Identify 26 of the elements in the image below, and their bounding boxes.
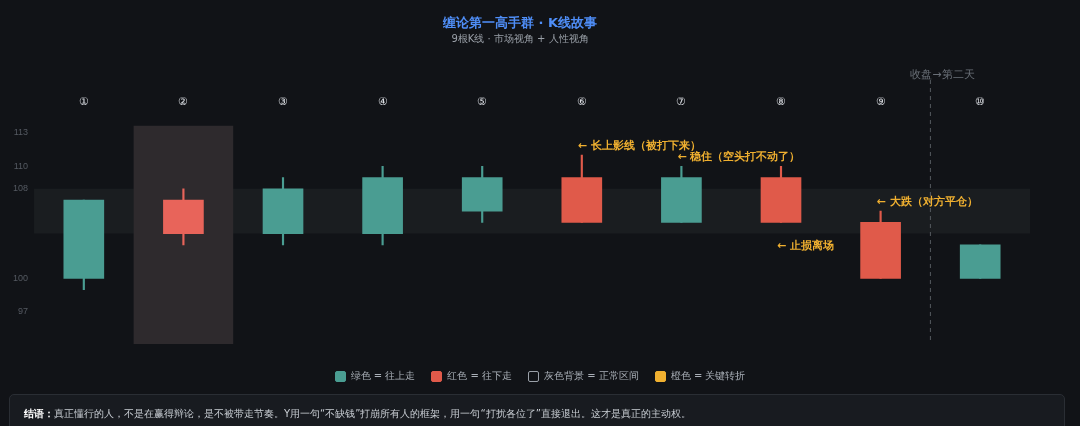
text: 橙色 = 关键转折	[670, 369, 746, 383]
annotation: ← 大跌（对方平仓）	[876, 195, 978, 209]
x-tick-label: ⑤	[477, 95, 488, 108]
y-tick-label: 108	[12, 183, 29, 194]
annotation: ← 稳住（空头打不动了）	[677, 150, 801, 164]
y-tick-label: 113	[13, 127, 29, 138]
x-tick-label: ④	[377, 95, 388, 108]
chart-subtitle: 9根K线 · 市场视角 + 人性视角	[451, 33, 589, 45]
chart-title: 缠论第一高手群 · K线故事	[441, 15, 598, 31]
y-tick-label: 97	[18, 306, 29, 317]
x-tick-label: ⑦	[676, 95, 687, 108]
y-tick-label: 100	[12, 272, 29, 283]
annotation: ← 止损离场	[777, 239, 835, 253]
text: 灰色背景 = 正常区间	[544, 369, 639, 383]
x-tick-label: ①	[78, 95, 89, 108]
x-tick-label: ⑥	[576, 95, 587, 108]
text: 结语：真正懂行的人，不是在赢得辩论，是不被带走节奏。Y用一句“不缺钱”打崩所有人的框架，用一句“打扰各位了”直接退出。这才是真正的主动权。	[9, 394, 1065, 426]
x-tick-label: ⑨	[875, 95, 886, 108]
text: 红色 = 往下走	[447, 369, 512, 383]
y-tick-label: 110	[13, 160, 29, 171]
x-tick-label: ⑧	[776, 95, 786, 108]
x-tick-label: ⑩	[975, 95, 986, 108]
x-tick-label: ②	[178, 95, 189, 108]
text: 收盘→第二天	[910, 68, 975, 81]
text: 绿色 = 往上走	[350, 369, 416, 383]
x-tick-label: ③	[278, 95, 289, 108]
